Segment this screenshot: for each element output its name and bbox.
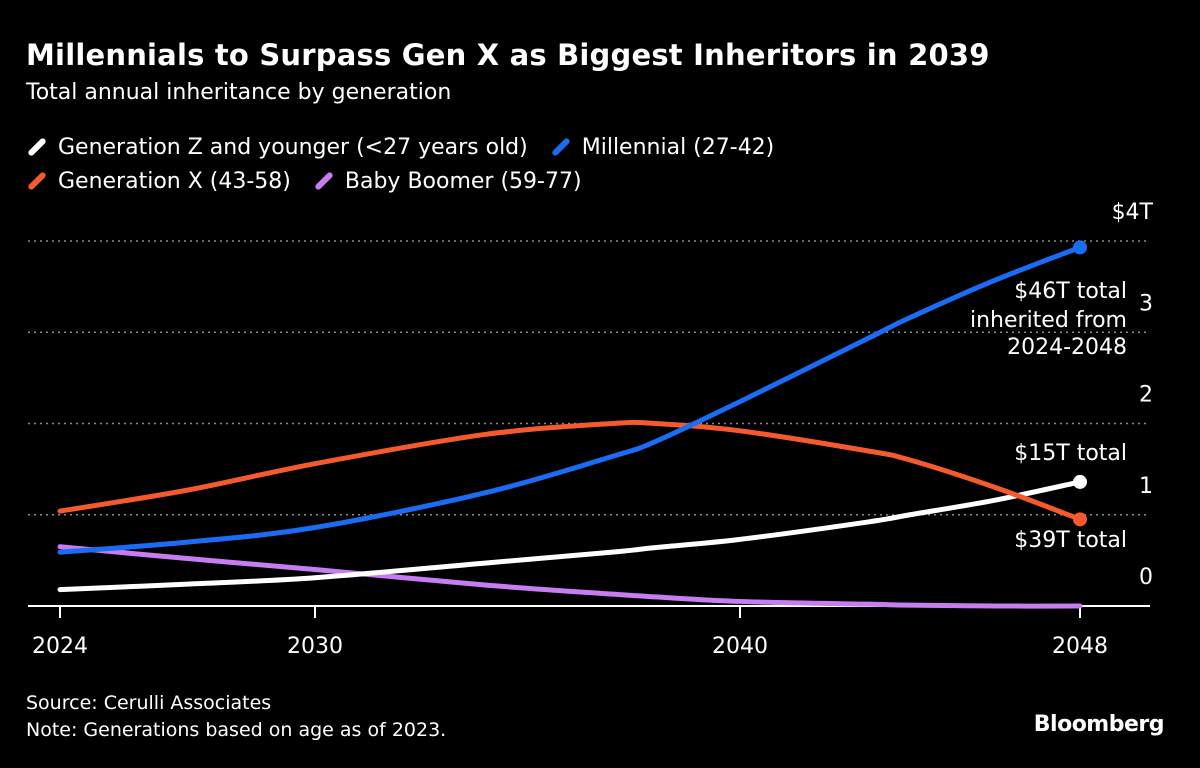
chart-title: Millennials to Surpass Gen X as Biggest … (26, 38, 990, 72)
legend-item-boomer: Baby Boomer (59-77) (313, 169, 582, 194)
y-tick-label: $4T (1112, 200, 1154, 225)
legend-item-millennial: Millennial (27-42) (550, 134, 775, 160)
series-endpoint-0 (1073, 474, 1087, 489)
series-endpoint-1 (1073, 240, 1087, 255)
y-tick-label: 3 (1139, 291, 1153, 316)
y-tick-label: 0 (1139, 565, 1153, 590)
legend-item-genz: Generation Z and younger (<27 years old) (26, 135, 528, 160)
legend-label: Generation Z and younger (<27 years old) (58, 134, 528, 160)
footer-notes: Source: Cerulli Associates Note: Generat… (26, 690, 446, 744)
series-line-0 (57, 479, 1083, 593)
x-tick-label: 2030 (287, 634, 343, 659)
legend-label: Generation X (43-58) (58, 168, 291, 194)
legend-label: Baby Boomer (59-77) (344, 168, 582, 194)
note-text: Note: Generations based on age as of 202… (26, 719, 447, 741)
annotation-text: 2024-2048 (1007, 335, 1127, 360)
y-tick-label: 2 (1139, 383, 1153, 408)
series-line-3 (57, 544, 1083, 609)
annotation-text: $46T total (1014, 279, 1127, 304)
series-line-2 (57, 419, 1083, 522)
x-tick-label: 2040 (712, 634, 768, 659)
annotation-text: inherited from (970, 308, 1127, 333)
series-line-1 (57, 244, 1083, 555)
legend-item-genx: Generation X (43-58) (26, 169, 291, 194)
bloomberg-logo: Bloomberg (1033, 712, 1165, 737)
series-endpoint-2 (1073, 512, 1087, 527)
chart-subtitle: Total annual inheritance by generation (26, 80, 452, 105)
x-tick-label: 2024 (32, 634, 88, 659)
legend-label: Millennial (27-42) (581, 134, 775, 160)
legend: Generation Z and younger (<27 years old)… (26, 130, 926, 198)
source-text: Source: Cerulli Associates (26, 692, 272, 714)
annotation-text: $15T total (1014, 441, 1127, 466)
y-tick-label: 1 (1139, 474, 1153, 499)
x-tick-label: 2048 (1052, 634, 1108, 659)
annotation-text: $39T total (1014, 528, 1127, 553)
